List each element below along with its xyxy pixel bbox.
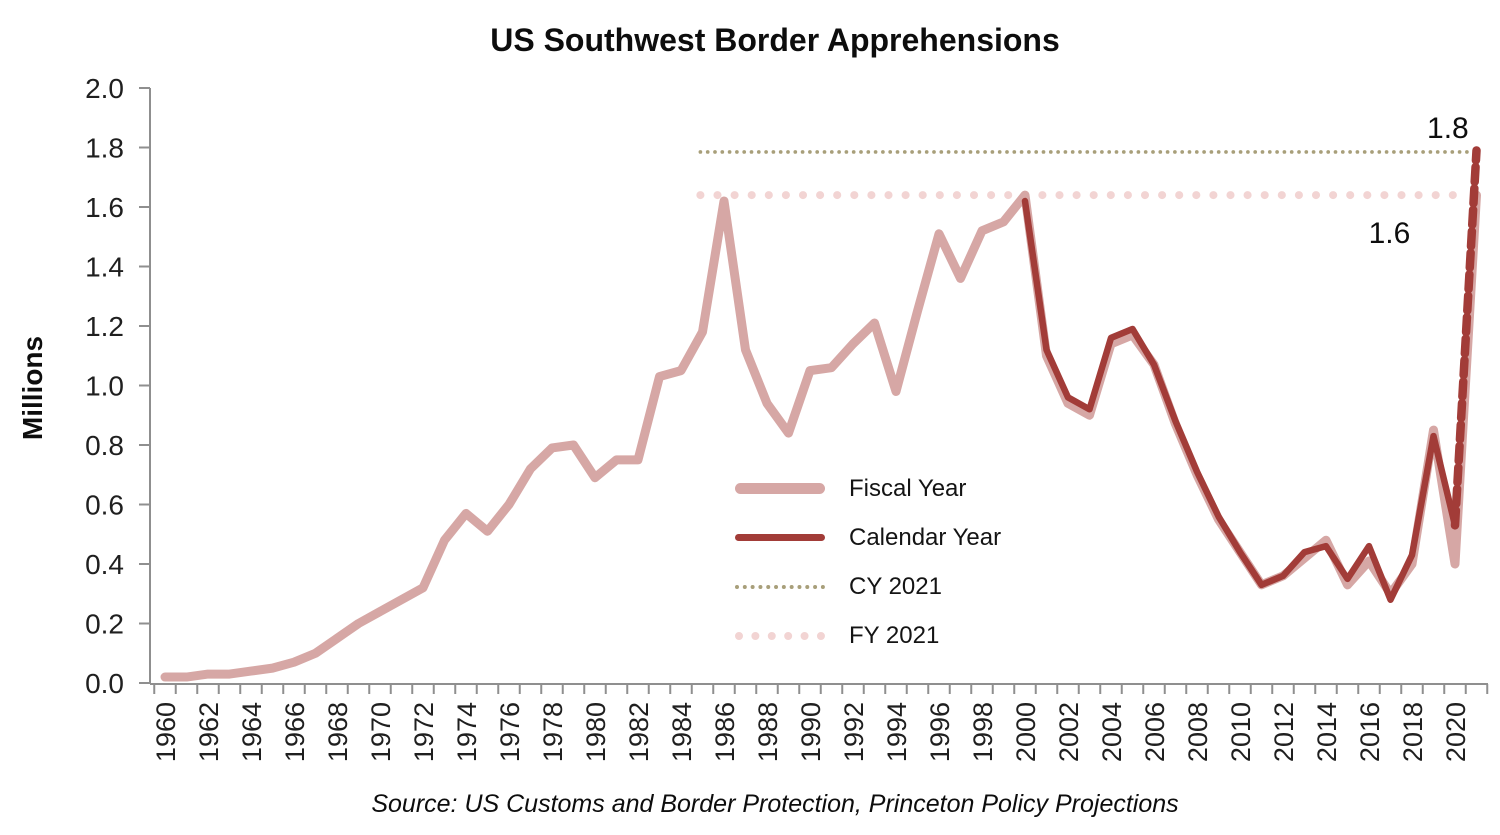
x-tick-label: 1970 [366,702,396,762]
x-tick-label: 2006 [1140,702,1170,762]
y-tick-label: 0.0 [85,668,124,699]
y-tick-label: 1.8 [85,133,124,164]
y-tick-label: 0.2 [85,609,124,640]
legend-label: CY 2021 [849,572,942,600]
x-tick-label: 1986 [710,702,740,762]
x-tick-label: 1988 [753,702,783,762]
y-tick-label: 0.4 [85,549,124,580]
legend-label: Fiscal Year [849,474,967,502]
x-tick-label: 1960 [151,702,181,762]
x-tick-label: 1974 [452,702,482,762]
calendar-year-line [1021,197,1459,603]
y-tick-label: 2.0 [85,73,124,104]
x-tick-label: 1992 [839,702,869,762]
legend-item-cy-2021: CY 2021 [735,562,1001,611]
legend-swatch-calendar [735,534,825,541]
calendar-year-projection-line [1450,146,1481,530]
x-tick-label: 1994 [882,702,912,762]
x-tick-label: 1982 [624,702,654,762]
x-tick-label: 1990 [796,702,826,762]
x-tick-label: 1978 [538,702,568,762]
legend: Fiscal Year Calendar Year CY 2021 FY 2021 [735,464,1001,660]
x-tick-label: 2002 [1054,702,1084,762]
legend-swatch-dot-small [735,584,825,589]
x-tick-label: 2018 [1398,702,1428,762]
x-tick-label: 1998 [968,702,998,762]
legend-item-fy-2021: FY 2021 [735,611,1001,660]
fy-2021-value-label: 1.6 [1369,217,1411,250]
source-note: Source: US Customs and Border Protection… [371,790,1179,818]
y-tick-label: 0.8 [85,430,124,461]
legend-item-calendar-year: Calendar Year [735,513,1001,562]
x-tick-label: 2012 [1269,702,1299,762]
y-tick-label: 1.2 [85,311,124,342]
cy-2021-value-label: 1.8 [1427,112,1469,145]
y-tick-label: 1.0 [85,371,124,402]
x-tick-label: 2000 [1011,702,1041,762]
legend-label: Calendar Year [849,523,1002,551]
legend-item-fiscal-year: Fiscal Year [735,464,1001,513]
x-tick-label: 2008 [1183,702,1213,762]
x-tick-label: 2004 [1097,702,1127,762]
x-tick-label: 2016 [1355,702,1385,762]
x-tick-label: 1980 [581,702,611,762]
x-tick-label: 1976 [495,702,525,762]
y-tick-label: 1.4 [85,252,124,283]
x-tick-label: 1984 [667,702,697,762]
x-tick-label: 1966 [280,702,310,762]
x-tick-label: 2010 [1226,702,1256,762]
y-tick-label: 0.6 [85,490,124,521]
x-tick-label: 1996 [925,702,955,762]
x-tick-label: 1962 [194,702,224,762]
x-tick-label: 2020 [1441,702,1471,762]
legend-label: FY 2021 [849,621,940,649]
x-tick-label: 1972 [409,702,439,762]
legend-swatch-dot-large [735,631,825,640]
y-axis-title: Millions [17,335,48,441]
x-tick-label: 1964 [237,702,267,762]
legend-swatch-fiscal [735,483,825,494]
y-tick-label: 1.6 [85,192,124,223]
chart-title: US Southwest Border Apprehensions [490,22,1060,58]
x-tick-label: 2014 [1312,702,1342,762]
x-tick-label: 1968 [323,702,353,762]
